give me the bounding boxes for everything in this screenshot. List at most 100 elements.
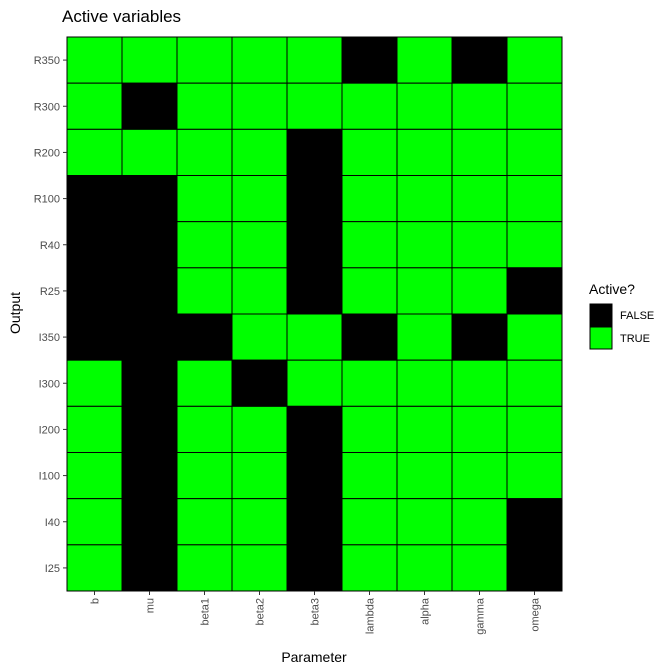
y-tick-label: I300 xyxy=(39,378,60,390)
heatmap-cell-R300-b xyxy=(66,82,123,130)
heatmap-cell-R25-beta2 xyxy=(231,267,288,315)
heatmap-cell-R300-lambda xyxy=(341,82,398,130)
heatmap-cell-I25-gamma xyxy=(451,544,508,592)
heatmap-cell-R25-lambda xyxy=(341,267,398,315)
heatmap-cell-I25-alpha xyxy=(396,544,453,592)
heatmap-cell-I350-omega xyxy=(506,313,563,361)
heatmap-cell-I40-beta1 xyxy=(176,498,233,546)
heatmap-cell-R100-alpha xyxy=(396,175,453,223)
heatmap-cell-I200-b xyxy=(66,405,123,454)
heatmap-cell-I40-beta2 xyxy=(231,498,288,546)
heatmap-cell-I350-beta3 xyxy=(286,313,343,361)
heatmap-cell-I300-gamma xyxy=(451,359,508,407)
heatmap-cell-R300-gamma xyxy=(451,82,508,130)
y-tick-label: I200 xyxy=(39,424,60,436)
heatmap-cell-R100-beta2 xyxy=(231,175,288,223)
x-axis-title: Parameter xyxy=(281,649,347,665)
heatmap-cells xyxy=(66,36,563,592)
heatmap-cell-R40-gamma xyxy=(451,221,508,269)
heatmap-cell-R40-mu xyxy=(121,221,178,269)
heatmap-cell-I300-lambda xyxy=(341,359,398,407)
legend: Active? FALSE TRUE xyxy=(589,281,654,350)
chart-title: Active variables xyxy=(62,7,181,26)
x-tick-label: mu xyxy=(145,598,157,613)
y-tick-label: I40 xyxy=(45,517,60,529)
x-tick-label: b xyxy=(90,598,102,604)
legend-label-true: TRUE xyxy=(620,333,650,345)
heatmap-cell-R25-alpha xyxy=(396,267,453,315)
heatmap-cell-R25-beta3 xyxy=(286,267,343,315)
x-tick-label: beta2 xyxy=(255,598,267,626)
x-tick-label: gamma xyxy=(475,597,487,635)
heatmap-cell-R300-beta2 xyxy=(231,82,288,130)
heatmap-cell-I350-beta1 xyxy=(176,313,233,361)
heatmap-cell-R40-beta2 xyxy=(231,221,288,269)
y-tick-label: R350 xyxy=(34,55,60,67)
heatmap-cell-I100-alpha xyxy=(396,452,453,500)
x-tick-label: lambda xyxy=(365,597,377,634)
x-tick-label: beta1 xyxy=(200,598,212,626)
heatmap-cell-I100-lambda xyxy=(341,452,398,500)
heatmap-cell-I40-b xyxy=(66,498,123,546)
y-axis-title: Output xyxy=(7,292,23,334)
y-tick-label: R40 xyxy=(40,240,60,252)
heatmap-cell-I350-gamma xyxy=(451,313,508,361)
heatmap-cell-R300-omega xyxy=(506,82,563,130)
heatmap-cell-I100-omega xyxy=(506,452,563,500)
heatmap-cell-R200-omega xyxy=(506,128,563,176)
legend-title: Active? xyxy=(589,281,635,297)
legend-key-true xyxy=(589,326,613,350)
y-tick-label: R300 xyxy=(34,101,60,113)
y-tick-label: I100 xyxy=(39,471,60,483)
heatmap-cell-I200-lambda xyxy=(341,405,398,454)
heatmap-cell-I25-beta2 xyxy=(231,544,288,592)
heatmap-cell-I40-omega xyxy=(506,498,563,546)
heatmap-cell-R200-beta3 xyxy=(286,128,343,176)
heatmap-cell-R100-beta1 xyxy=(176,175,233,223)
heatmap-cell-R350-omega xyxy=(506,36,563,84)
heatmap-cell-I40-gamma xyxy=(451,498,508,546)
y-tick-label: R200 xyxy=(34,147,60,159)
heatmap-cell-I40-lambda xyxy=(341,498,398,546)
heatmap-cell-R25-mu xyxy=(121,267,178,315)
heatmap-cell-I200-mu xyxy=(121,405,178,454)
heatmap-cell-I25-omega xyxy=(506,544,563,592)
heatmap-cell-I350-beta2 xyxy=(231,313,288,361)
heatmap-cell-R350-lambda xyxy=(341,36,398,84)
heatmap-cell-R300-beta3 xyxy=(286,82,343,130)
heatmap-cell-R40-beta1 xyxy=(176,221,233,269)
heatmap-cell-R300-beta1 xyxy=(176,82,233,130)
heatmap-cell-R350-beta2 xyxy=(231,36,288,84)
heatmap-cell-I100-beta3 xyxy=(286,452,343,500)
heatmap-cell-R200-beta2 xyxy=(231,128,288,176)
y-tick-label: I25 xyxy=(45,563,60,575)
heatmap-cell-I100-mu xyxy=(121,452,178,500)
heatmap-cell-R100-b xyxy=(66,175,123,223)
heatmap-cell-R350-b xyxy=(66,36,123,84)
heatmap-cell-I100-gamma xyxy=(451,452,508,500)
heatmap-cell-I25-b xyxy=(66,544,123,592)
heatmap-cell-I200-beta2 xyxy=(231,405,288,454)
heatmap-cell-I200-omega xyxy=(506,405,563,454)
heatmap-cell-R200-beta1 xyxy=(176,128,233,176)
x-tick-label: omega xyxy=(530,597,542,632)
heatmap-cell-R350-gamma xyxy=(451,36,508,84)
heatmap-cell-I200-alpha xyxy=(396,405,453,454)
heatmap-cell-I350-alpha xyxy=(396,313,453,361)
heatmap-cell-I25-lambda xyxy=(341,544,398,592)
heatmap-cell-R25-gamma xyxy=(451,267,508,315)
heatmap-cell-I300-omega xyxy=(506,359,563,407)
x-tick-label: alpha xyxy=(420,597,432,625)
heatmap-cell-R25-omega xyxy=(506,267,563,315)
heatmap-cell-I25-beta1 xyxy=(176,544,233,592)
heatmap-cell-R350-alpha xyxy=(396,36,453,84)
legend-key-false xyxy=(589,303,613,327)
heatmap-cell-I100-b xyxy=(66,452,123,500)
heatmap-cell-I350-lambda xyxy=(341,313,398,361)
heatmap-cell-R40-lambda xyxy=(341,221,398,269)
legend-label-false: FALSE xyxy=(620,310,654,322)
x-tick-label: beta3 xyxy=(310,598,322,626)
heatmap-cell-R200-lambda xyxy=(341,128,398,176)
heatmap-cell-I40-mu xyxy=(121,498,178,546)
